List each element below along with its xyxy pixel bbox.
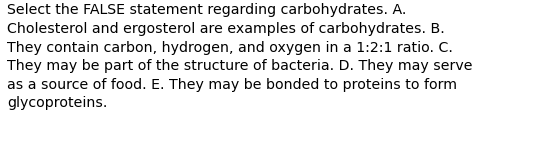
Text: Select the FALSE statement regarding carbohydrates. A.
Cholesterol and ergostero: Select the FALSE statement regarding car… — [7, 3, 473, 110]
